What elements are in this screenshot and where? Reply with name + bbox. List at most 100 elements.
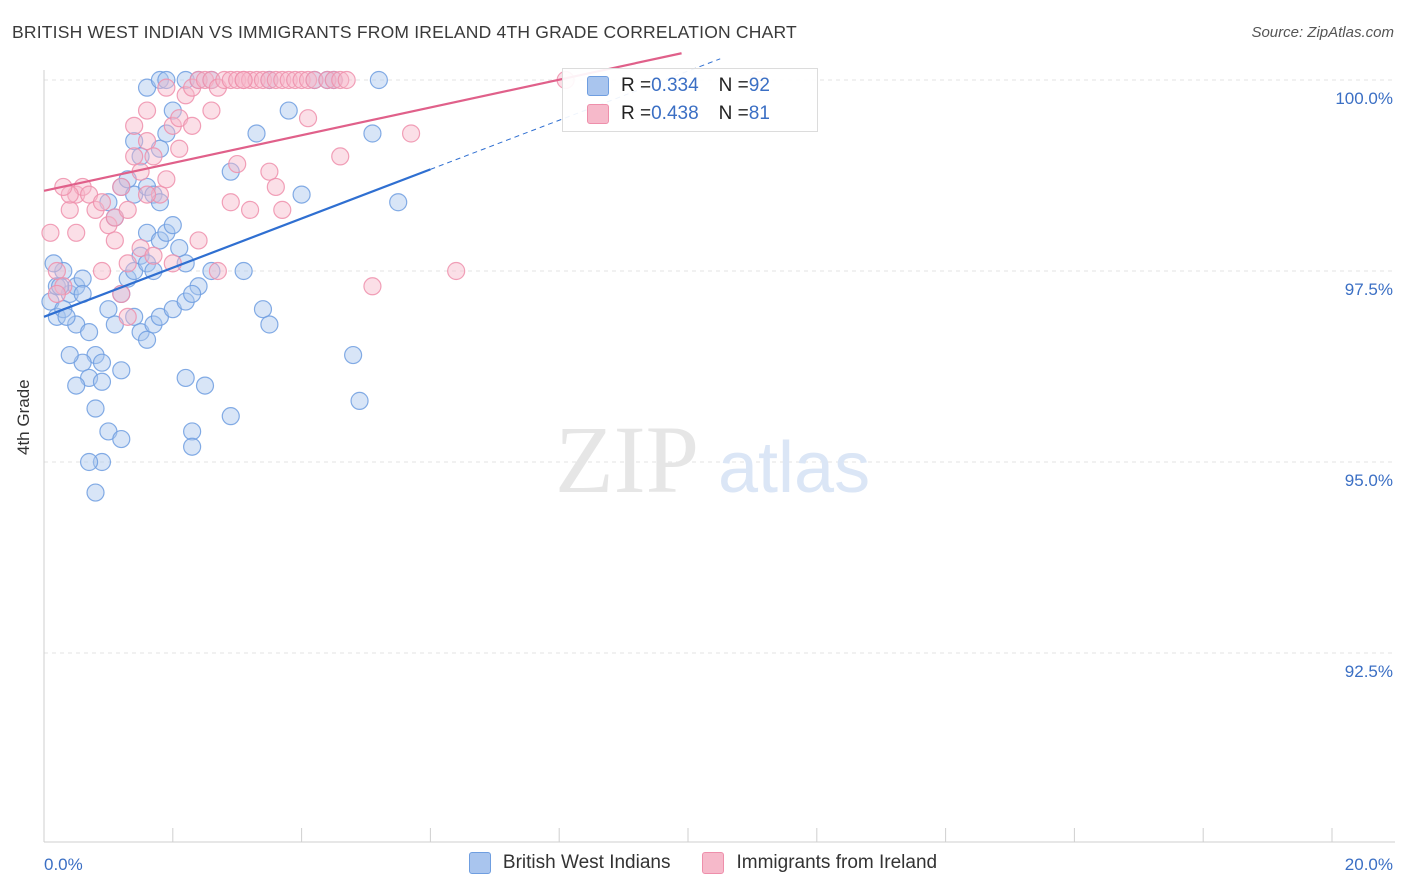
point-british-west-indian <box>157 124 176 143</box>
legend-item-british-west-indians[interactable]: British West Indians <box>468 852 670 874</box>
point-british-west-indian <box>137 254 157 273</box>
point-british-west-indian <box>112 429 131 449</box>
point-british-west-indian <box>92 452 112 472</box>
correlation-legend: R = 0.334 N = 92 R = 0.438 N = 81 <box>562 68 818 132</box>
point-british-west-indian <box>67 376 86 395</box>
point-immigrant-ireland <box>54 277 73 296</box>
point-immigrant-ireland <box>92 193 112 212</box>
point-british-west-indian <box>137 330 157 349</box>
point-british-west-indian <box>157 70 176 90</box>
point-immigrant-ireland <box>273 200 292 219</box>
point-immigrant-ireland <box>189 70 208 90</box>
y-tick-label: 92.5% <box>1345 662 1393 681</box>
point-immigrant-ireland <box>125 147 144 166</box>
point-british-west-indian <box>221 407 240 426</box>
y-tick-label: 97.5% <box>1345 280 1393 299</box>
trendline-british-west-indians <box>43 168 431 318</box>
legend-swatch-blue <box>587 76 609 96</box>
point-immigrant-ireland <box>331 147 350 166</box>
point-british-west-indian <box>189 277 208 296</box>
point-british-west-indian <box>54 261 73 281</box>
point-immigrant-ireland <box>157 78 176 97</box>
point-immigrant-ireland <box>60 200 79 219</box>
point-immigrant-ireland <box>240 70 260 90</box>
point-immigrant-ireland <box>363 277 382 296</box>
point-british-west-indian <box>144 315 163 334</box>
n-label: N = <box>718 75 749 96</box>
point-british-west-indian <box>389 193 408 212</box>
point-immigrant-ireland <box>86 200 105 219</box>
point-immigrant-ireland <box>298 109 318 128</box>
point-immigrant-ireland <box>202 101 221 120</box>
point-immigrant-ireland <box>105 231 124 250</box>
point-immigrant-ireland <box>144 147 163 166</box>
legend-item-immigrants-ireland[interactable]: Immigrants from Ireland <box>702 852 937 874</box>
point-immigrant-ireland <box>202 70 221 90</box>
r-value: 0.438 <box>651 103 699 124</box>
n-value: 92 <box>748 75 770 96</box>
point-immigrant-ireland <box>221 70 240 90</box>
point-immigrant-ireland <box>401 124 421 143</box>
point-immigrant-ireland <box>118 254 137 273</box>
point-british-west-indian <box>195 376 215 395</box>
point-immigrant-ireland <box>337 70 356 90</box>
point-immigrant-ireland <box>247 70 266 90</box>
point-immigrant-ireland <box>215 70 234 90</box>
point-immigrant-ireland <box>279 70 298 90</box>
point-british-west-indian <box>73 269 92 288</box>
point-british-west-indian <box>163 101 182 120</box>
point-british-west-indian <box>221 162 240 181</box>
point-immigrant-ireland <box>253 70 273 90</box>
point-immigrant-ireland <box>305 70 324 90</box>
point-immigrant-ireland <box>157 170 176 189</box>
y-tick-label: 95.0% <box>1345 471 1393 490</box>
point-immigrant-ireland <box>92 261 112 281</box>
point-immigrant-ireland <box>273 70 292 90</box>
point-british-west-indian <box>202 261 221 281</box>
point-british-west-indian <box>150 231 170 250</box>
y-axis-label: 4th Grade <box>14 379 33 455</box>
r-label: R = <box>621 75 652 96</box>
point-immigrant-ireland <box>318 70 337 90</box>
point-immigrant-ireland <box>163 116 182 135</box>
x-tick-label: 20.0% <box>1345 855 1393 874</box>
point-british-west-indian <box>112 361 131 380</box>
point-british-west-indian <box>253 300 273 319</box>
point-immigrant-ireland <box>447 261 466 281</box>
point-immigrant-ireland <box>228 154 247 174</box>
point-immigrant-ireland <box>47 284 66 304</box>
legend-swatch-pink <box>587 104 609 124</box>
point-immigrant-ireland <box>137 101 157 120</box>
point-immigrant-ireland <box>67 223 86 242</box>
point-british-west-indian <box>92 372 112 391</box>
legend-label: Immigrants from Ireland <box>736 852 938 873</box>
point-british-west-indian <box>150 70 170 90</box>
point-british-west-indian <box>125 132 144 151</box>
point-immigrant-ireland <box>228 70 247 90</box>
point-british-west-indian <box>247 124 266 143</box>
point-british-west-indian <box>92 353 112 372</box>
point-british-west-indian <box>234 261 253 281</box>
point-immigrant-ireland <box>144 246 163 265</box>
point-immigrant-ireland <box>137 132 157 151</box>
point-immigrant-ireland <box>331 70 350 90</box>
point-british-west-indian <box>170 238 189 258</box>
point-immigrant-ireland <box>240 200 260 219</box>
chart-title: BRITISH WEST INDIAN VS IMMIGRANTS FROM I… <box>12 22 797 42</box>
n-label: N = <box>718 103 749 124</box>
point-british-west-indian <box>279 101 298 120</box>
point-british-west-indian <box>131 147 150 166</box>
legend-swatch-blue <box>468 852 491 874</box>
point-british-west-indian <box>157 223 176 242</box>
point-immigrant-ireland <box>99 216 118 235</box>
point-immigrant-ireland <box>221 193 240 212</box>
point-british-west-indian <box>176 70 195 90</box>
point-immigrant-ireland <box>286 70 305 90</box>
point-british-west-indian <box>125 307 144 326</box>
watermark-atlas: atlas <box>718 428 870 508</box>
point-immigrant-ireland <box>292 70 311 90</box>
point-british-west-indian <box>369 70 388 90</box>
point-british-west-indian <box>79 323 99 342</box>
legend-row-british-west-indians: R = 0.334 N = 92 <box>587 73 770 99</box>
